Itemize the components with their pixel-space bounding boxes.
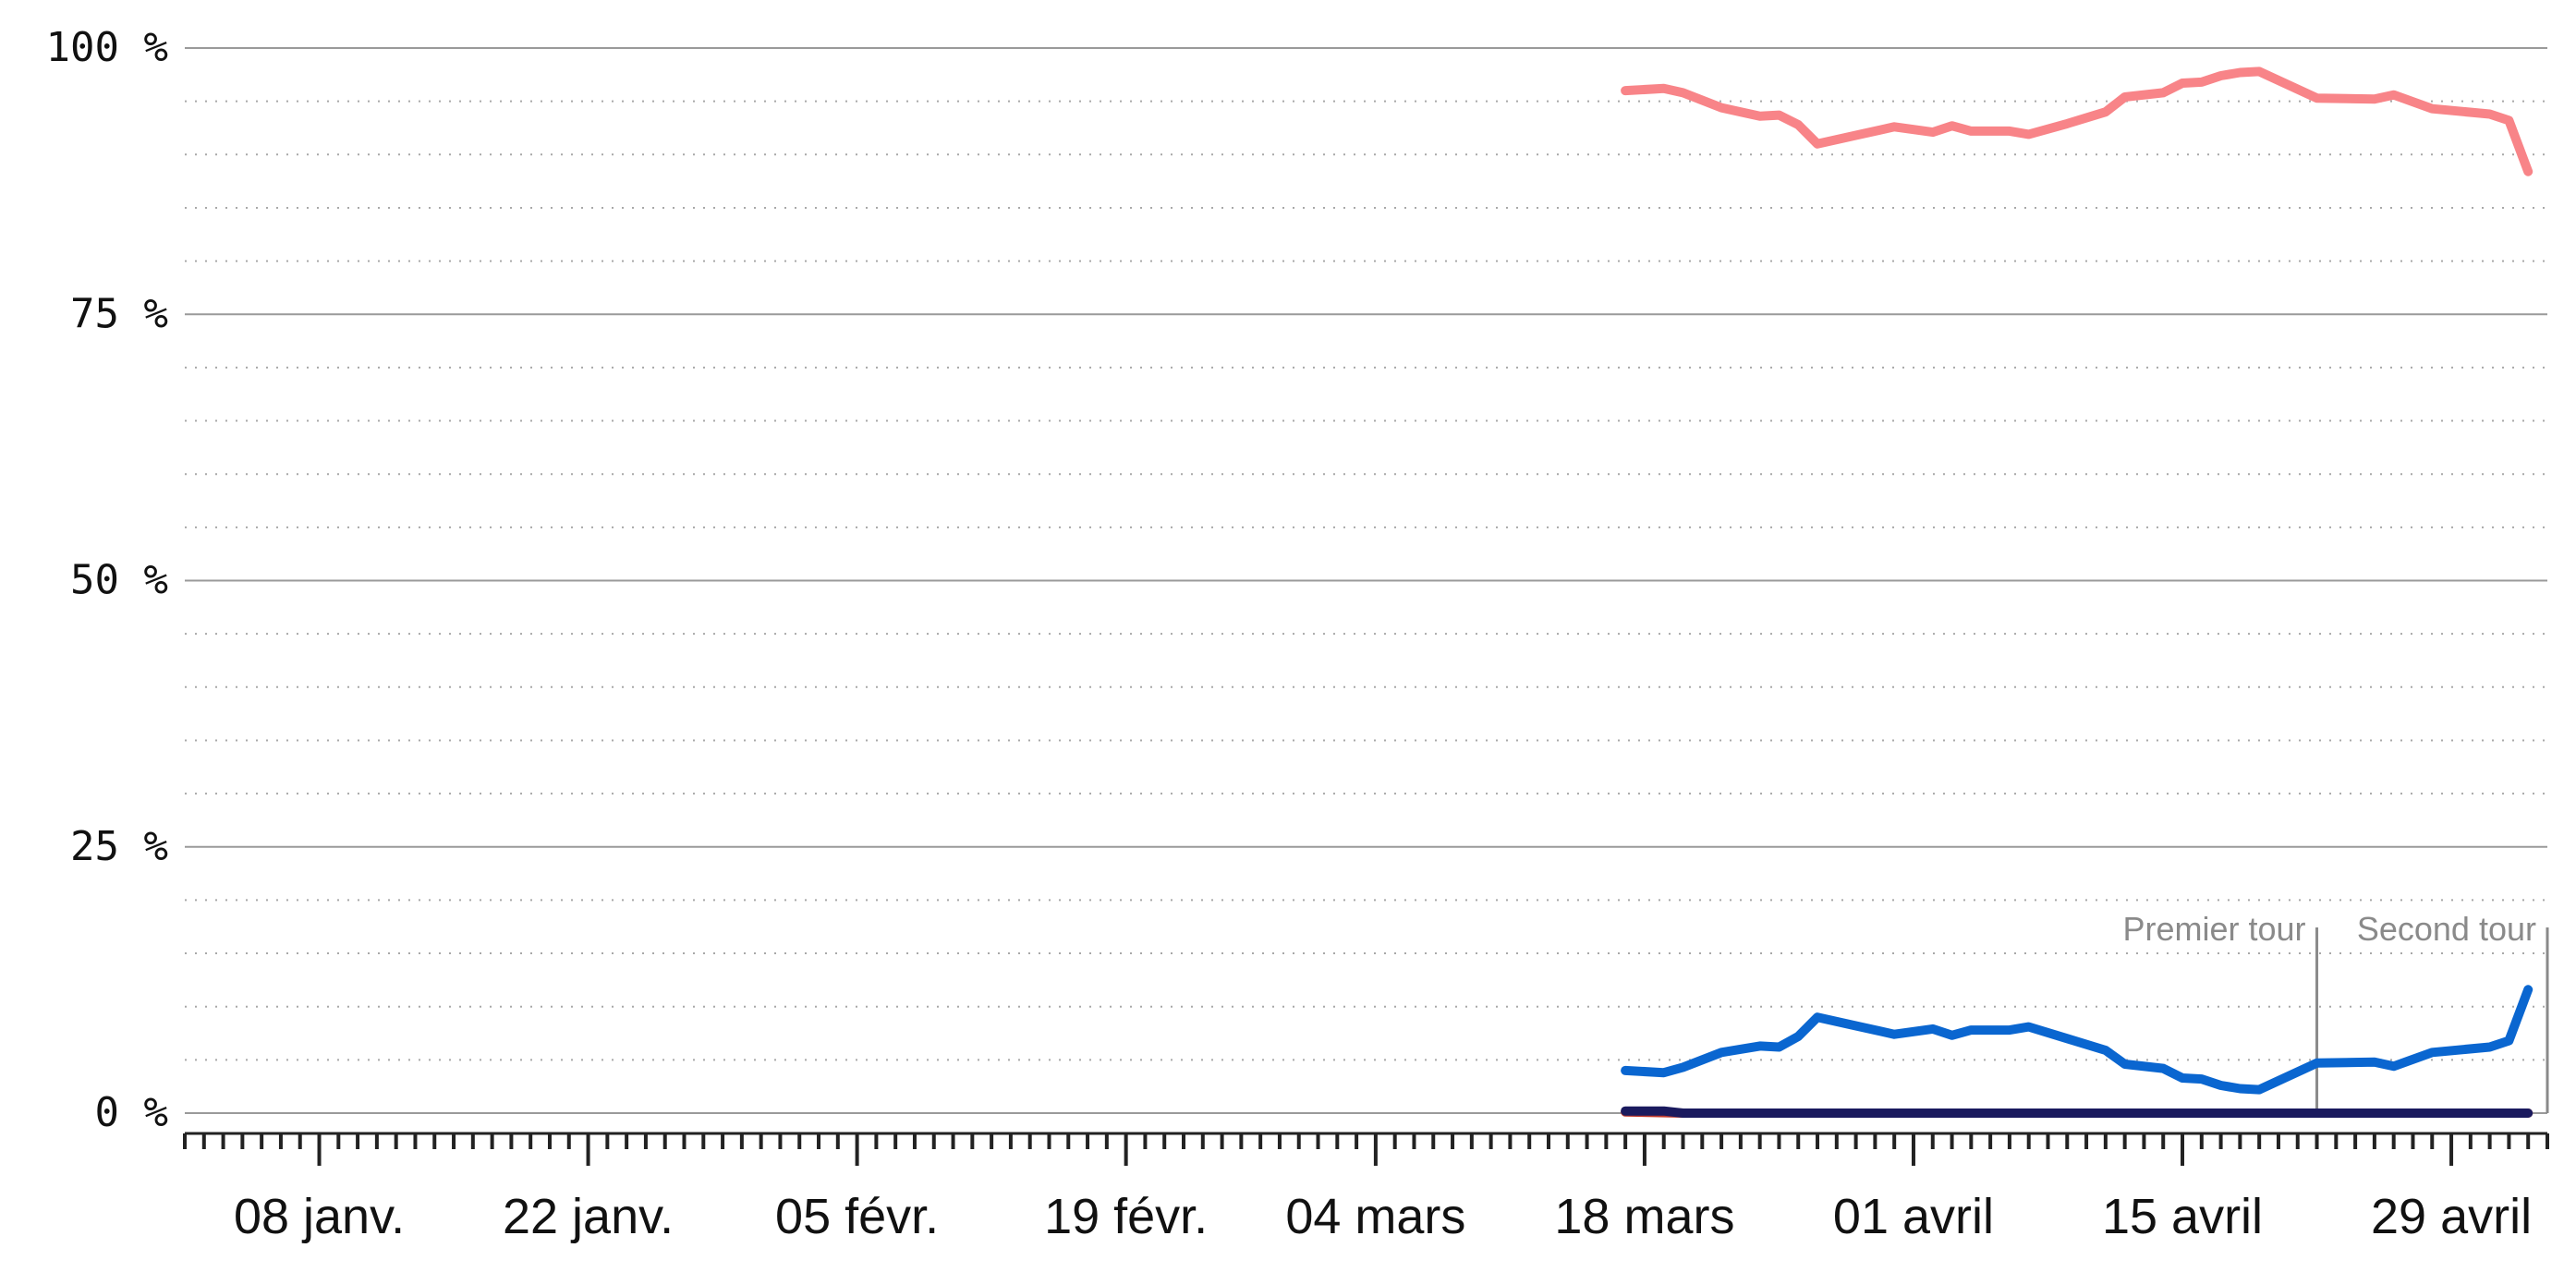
x-tick-label: 01 avril (1833, 1189, 1994, 1244)
x-tick-label: 08 janv. (234, 1189, 405, 1244)
y-tick-label: 50 % (70, 557, 168, 604)
y-tick-label: 0 % (95, 1089, 168, 1136)
x-tick-label: 05 févr. (775, 1189, 939, 1244)
series-line-4 (1621, 1106, 2533, 1118)
x-tick-label: 22 janv. (503, 1189, 674, 1244)
y-tick-label: 100 % (46, 24, 168, 71)
series-line-1 (1621, 67, 2533, 176)
event-label: Second tour (2357, 910, 2536, 948)
x-tick-label: 04 mars (1285, 1189, 1465, 1244)
x-tick-label: 15 avril (2102, 1189, 2263, 1244)
x-tick-label: 19 févr. (1044, 1189, 1208, 1244)
x-tick-label: 18 mars (1554, 1189, 1734, 1244)
y-tick-label: 25 % (70, 823, 168, 870)
series-line-2 (1621, 985, 2533, 1095)
y-tick-label: 75 % (70, 290, 168, 337)
event-label: Premier tour (2122, 910, 2305, 948)
x-tick-label: 29 avril (2371, 1189, 2532, 1244)
